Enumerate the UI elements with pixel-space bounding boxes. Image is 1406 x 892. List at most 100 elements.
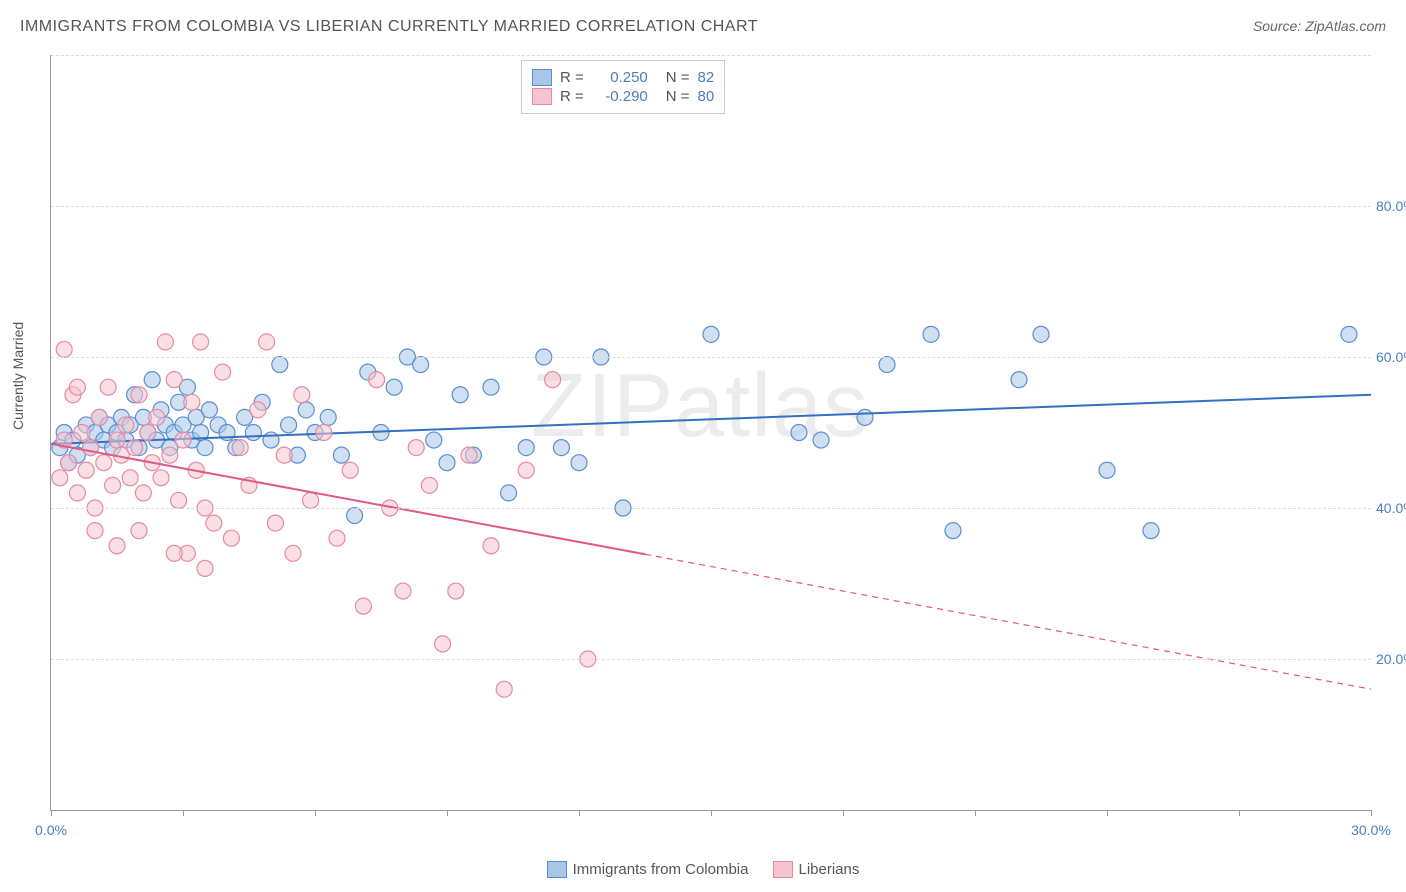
scatter-point [791,425,807,441]
scatter-point [342,462,358,478]
scatter-point [386,379,402,395]
scatter-point [69,485,85,501]
gridline [51,659,1371,660]
scatter-point [426,432,442,448]
scatter-point [329,530,345,546]
scatter-point [923,326,939,342]
stat-n-value: 80 [698,88,715,105]
scatter-point [56,341,72,357]
ytick-label: 20.0% [1376,651,1406,667]
scatter-point [1341,326,1357,342]
stat-r-label: R = [560,69,584,86]
scatter-point [144,372,160,388]
scatter-point [545,372,561,388]
scatter-point [105,477,121,493]
scatter-point [1143,523,1159,539]
scatter-point [245,425,261,441]
scatter-point [1033,326,1049,342]
scatter-point [259,334,275,350]
gridline [51,508,1371,509]
scatter-point [162,447,178,463]
scatter-point [298,402,314,418]
source-label: Source: ZipAtlas.com [1253,18,1386,34]
legend-item: Immigrants from Colombia [547,861,749,878]
scatter-point [96,455,112,471]
scatter-point [69,379,85,395]
scatter-point [184,394,200,410]
scatter-point [109,432,125,448]
ytick-label: 80.0% [1376,198,1406,214]
plot-area: ZIPatlas R =0.250N =82R =-0.290N =80 20.… [50,55,1371,811]
scatter-point [501,485,517,501]
scatter-point [175,432,191,448]
scatter-point [118,417,134,433]
scatter-point [320,409,336,425]
scatter-point [100,379,116,395]
xtick [183,810,184,816]
xtick [711,810,712,816]
scatter-point [421,477,437,493]
scatter-point [285,545,301,561]
scatter-point [553,440,569,456]
stat-legend: R =0.250N =82R =-0.290N =80 [521,60,725,114]
scatter-point [197,560,213,576]
scatter-point [131,523,147,539]
legend-swatch [547,861,567,878]
scatter-point [483,379,499,395]
scatter-point [448,583,464,599]
bottom-legend: Immigrants from ColombiaLiberians [0,861,1406,882]
xtick [447,810,448,816]
scatter-point [316,425,332,441]
scatter-point [250,402,266,418]
scatter-point [294,387,310,403]
scatter-point [171,492,187,508]
chart-title: IMMIGRANTS FROM COLOMBIA VS LIBERIAN CUR… [20,18,758,36]
chart-svg [51,55,1371,810]
scatter-point [435,636,451,652]
scatter-point [61,455,77,471]
scatter-point [109,538,125,554]
trend-line-ext [645,554,1371,689]
xtick [51,810,52,816]
scatter-point [369,372,385,388]
stat-n-label: N = [666,69,690,86]
xtick [1371,810,1372,816]
scatter-point [166,372,182,388]
scatter-point [408,440,424,456]
scatter-point [157,334,173,350]
scatter-point [201,402,217,418]
scatter-point [813,432,829,448]
scatter-point [303,492,319,508]
scatter-point [518,462,534,478]
legend-swatch [532,88,552,105]
scatter-point [197,440,213,456]
scatter-point [74,425,90,441]
scatter-point [413,357,429,373]
scatter-point [272,357,288,373]
scatter-point [193,334,209,350]
scatter-point [140,425,156,441]
scatter-point [703,326,719,342]
scatter-point [281,417,297,433]
scatter-point [857,409,873,425]
scatter-point [131,387,147,403]
scatter-point [945,523,961,539]
stat-r-label: R = [560,88,584,105]
ytick-label: 40.0% [1376,500,1406,516]
stat-r-value: -0.290 [592,88,648,105]
scatter-point [91,409,107,425]
scatter-point [223,530,239,546]
xtick [1107,810,1108,816]
legend-swatch [773,861,793,878]
scatter-point [518,440,534,456]
scatter-point [355,598,371,614]
scatter-point [127,440,143,456]
stat-n-value: 82 [698,69,715,86]
xtick [843,810,844,816]
scatter-point [52,470,68,486]
scatter-point [452,387,468,403]
scatter-point [879,357,895,373]
gridline [51,55,1371,56]
xtick [315,810,316,816]
y-axis-label: Currently Married [10,322,26,430]
